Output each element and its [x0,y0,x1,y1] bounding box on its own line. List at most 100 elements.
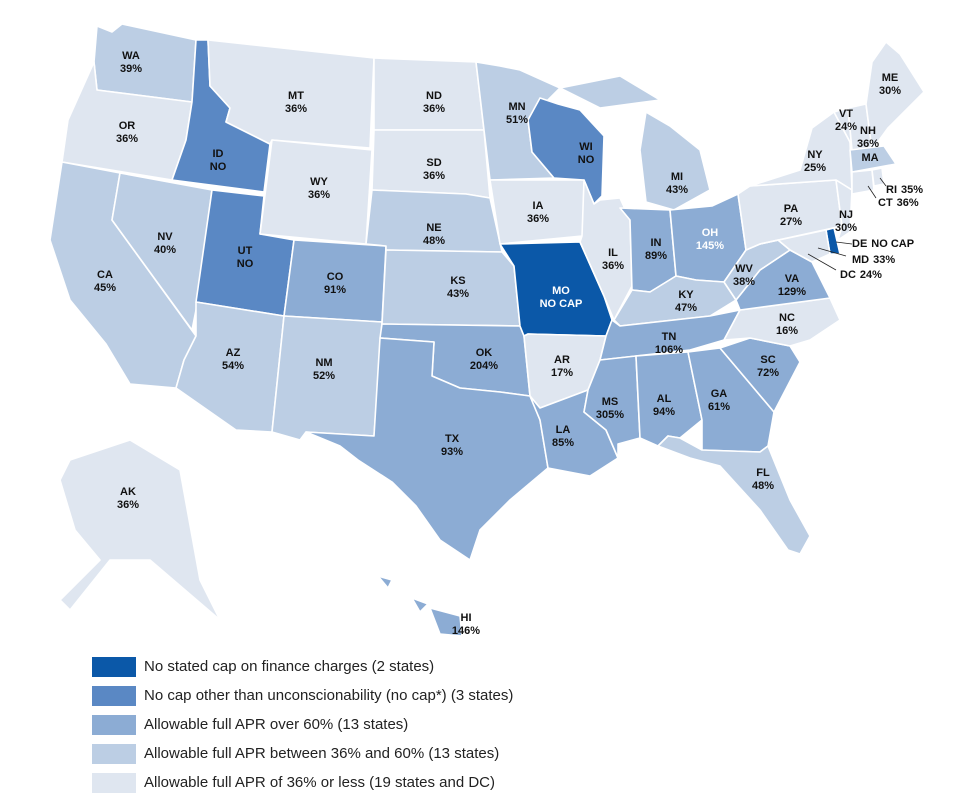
state-label-mi: MI 43% [666,171,688,196]
state-label-ky: KY 47% [675,289,697,314]
state-label-wy: WY 36% [308,176,330,201]
state-abbr: TX [445,433,460,445]
state-abbr: TN [662,331,677,343]
state-value: 39% [120,63,142,75]
state-abbr: CO [327,271,344,283]
state-ri [871,167,885,187]
state-label-ne: NE 48% [423,222,445,247]
state-fl [657,435,811,555]
state-abbr: NV [157,231,173,243]
state-value: 27% [780,216,802,228]
state-abbr: ND [426,90,442,102]
state-value: 52% [313,370,335,382]
state-label-co: CO 91% [324,271,346,296]
state-value: 43% [666,184,688,196]
state-value: 72% [757,367,779,379]
state-label-al: AL 94% [653,393,675,418]
state-abbr: KS [450,275,465,287]
state-value: 146% [452,625,480,637]
state-value: 43% [447,288,469,300]
state-value: 17% [551,367,573,379]
state-value: NO CAP [540,298,583,310]
state-value: 48% [752,480,774,492]
state-value: 36% [116,133,138,145]
state-value: 89% [645,250,667,262]
state-label-ok: OK 204% [470,347,498,372]
state-label-nc: NC 16% [776,312,798,337]
state-label-nv: NV 40% [154,231,176,256]
state-nj [835,179,853,241]
state-abbr: AK [120,486,136,498]
state-ak [59,439,221,621]
state-abbr: AL [657,393,672,405]
state-abbr: NE [426,222,441,234]
state-label-va: VA 129% [778,273,806,298]
state-abbr: IN [651,237,662,249]
state-abbr: MN [508,101,525,113]
state-label-il: IL 36% [602,247,624,272]
state-label-ri: RI 35% [886,184,923,196]
legend-label: No cap other than unconscionability (no … [144,687,514,704]
state-abbr: AR [554,354,570,366]
state-value: 61% [708,401,730,413]
state-value: 47% [675,302,697,314]
state-label-sc: SC 72% [757,354,779,379]
state-label-nm: NM 52% [313,357,335,382]
state-label-mo: MO NO CAP [540,285,583,310]
state-label-la: LA 85% [552,424,574,449]
state-md [759,229,831,263]
state-label-wi: WI NO [578,141,595,166]
state-abbr: MI [671,171,683,183]
state-label-az: AZ 54% [222,347,244,372]
state-value: 36% [897,197,919,209]
state-label-ca: CA 45% [94,269,116,294]
state-mt [207,39,375,149]
state-label-nj: NJ 30% [835,209,857,234]
state-label-ct: CT 36% [878,197,919,209]
state-value: 38% [733,276,755,288]
state-value: 129% [778,286,806,298]
state-value: 40% [154,244,176,256]
state-abbr: NJ [839,209,853,221]
state-value: 85% [552,437,574,449]
state-label-ak: AK 36% [117,486,139,511]
state-value: 33% [873,254,895,266]
state-value: 25% [804,162,826,174]
state-label-dc: DC 24% [840,269,882,281]
state-value: NO [237,258,254,270]
state-label-wv: WV 38% [733,263,755,288]
state-label-id: ID NO [210,148,227,173]
state-label-md: MD 33% [852,254,895,266]
legend: No stated cap on finance charges (2 stat… [92,652,513,797]
state-abbr: OR [119,120,136,132]
state-label-me: ME 30% [879,72,901,97]
state-label-fl: FL 48% [752,467,774,492]
state-label-de: DE NO CAP [852,238,914,250]
state-value: 36% [423,103,445,115]
legend-swatch [92,685,136,706]
state-abbr: DE [852,238,867,250]
state-hi [377,575,463,637]
state-abbr: SD [426,157,441,169]
state-abbr: NY [807,149,823,161]
state-value: 36% [285,103,307,115]
state-value: 30% [879,85,901,97]
state-abbr: MA [861,152,878,164]
state-abbr: OH [702,227,719,239]
state-value: 54% [222,360,244,372]
state-abbr: NM [315,357,332,369]
state-abbr: NC [779,312,795,324]
legend-item: Allowable full APR between 36% and 60% (… [92,739,513,768]
state-abbr: MO [552,285,570,297]
state-abbr: WI [579,141,592,153]
state-abbr: WY [310,176,328,188]
leader-lines [807,177,887,271]
legend-item: No cap other than unconscionability (no … [92,681,513,710]
state-label-sd: SD 36% [423,157,445,182]
state-label-ar: AR 17% [551,354,573,379]
state-abbr: ME [882,72,899,84]
state-value: 51% [506,114,528,126]
state-label-ks: KS 43% [447,275,469,300]
state-label-mt: MT 36% [285,90,307,115]
state-abbr: CT [878,197,893,209]
